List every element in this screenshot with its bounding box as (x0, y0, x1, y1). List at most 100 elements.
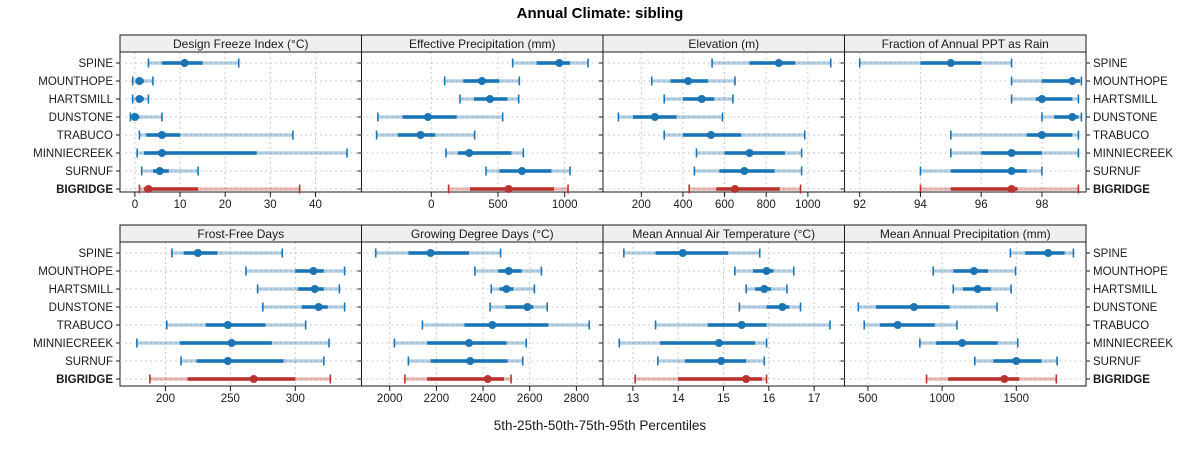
median-dot (130, 113, 139, 121)
series-trabuco (165, 320, 307, 330)
site-label-right: HARTSMILL (1093, 94, 1158, 106)
series-minniecreek (445, 148, 525, 158)
median-dot (697, 95, 706, 103)
x-tick-label: 30 (264, 199, 277, 211)
site-label-left: BIGRIDGE (56, 374, 113, 386)
median-dot (778, 303, 787, 311)
series-trabuco (863, 320, 958, 330)
median-dot (1012, 357, 1021, 365)
x-tick-label: 1000 (552, 199, 578, 211)
x-tick-label: 500 (488, 199, 507, 211)
median-dot (1007, 149, 1016, 157)
axis-caption: 5th-25th-50th-75th-95th Percentiles (493, 418, 707, 433)
series-dunstone (857, 302, 998, 312)
x-tick-label: 15 (717, 393, 730, 405)
x-tick-label: 2400 (470, 393, 496, 405)
strip-title: Elevation (m) (688, 37, 759, 51)
x-tick-label: 92 (853, 199, 866, 211)
x-tick-label: 2000 (377, 393, 403, 405)
series-mounthope (932, 266, 1017, 276)
median-dot (707, 131, 716, 139)
site-label-left: MOUNTHOPE (38, 76, 113, 88)
series-spine (147, 58, 240, 68)
panel-5: Growing Degree Days (°C) 2000 2200 2400 2600… (357, 224, 607, 405)
x-tick-label: 17 (808, 393, 821, 405)
panel-strip (844, 224, 1087, 243)
series-trabuco (138, 130, 294, 140)
series-surnuf (485, 166, 571, 176)
panel-0: Design Freeze Index (°C) 0 10 20 30 40 (116, 34, 366, 211)
x-tick-label: 600 (715, 199, 734, 211)
median-dot (144, 185, 153, 193)
site-label-left: HARTSMILL (49, 94, 114, 106)
series-minniecreek (618, 338, 768, 348)
x-tick-label: 250 (221, 393, 240, 405)
panel-2: Elevation (m) 200 400 600 800 1000 (599, 34, 849, 211)
series-surnuf (180, 356, 325, 366)
median-dot (135, 77, 144, 85)
site-label-right: BIGRIDGE (1093, 374, 1150, 386)
series-mounthope (245, 266, 346, 276)
median-dot (465, 149, 474, 157)
median-dot (717, 357, 726, 365)
x-tick-label: 94 (914, 199, 927, 211)
median-dot (310, 285, 319, 293)
median-dot (678, 249, 687, 257)
strip-title: Fraction of Annual PPT as Rain (882, 37, 1049, 51)
median-dot (714, 339, 723, 347)
site-label-right: DUNSTONE (1093, 112, 1158, 124)
panel-plot-area (361, 241, 604, 387)
series-bigridge (447, 184, 569, 194)
panel-plot-area (844, 51, 1087, 193)
median-dot (416, 131, 425, 139)
series-trabuco (421, 320, 591, 330)
site-label-left: DUNSTONE (49, 302, 114, 314)
series-hartsmill (131, 94, 150, 104)
series-spine (511, 58, 589, 68)
series-surnuf (657, 356, 766, 366)
series-bigridge (634, 374, 768, 384)
x-tick-label: 10 (174, 199, 187, 211)
median-dot (745, 149, 754, 157)
median-dot (157, 149, 166, 157)
panel-6: Mean Annual Air Temperature (°C) 13 14 15 16… (599, 224, 849, 405)
median-dot (893, 321, 902, 329)
median-dot (742, 375, 751, 383)
site-label-right: DUNSTONE (1093, 302, 1158, 314)
site-label-right: HARTSMILL (1093, 284, 1158, 296)
panel-plot-area (844, 241, 1087, 387)
x-tick-label: 1000 (929, 393, 955, 405)
series-hartsmill (1010, 94, 1080, 104)
strip-title: Mean Annual Precipitation (mm) (880, 227, 1051, 241)
site-label-left: TRABUCO (57, 320, 113, 332)
median-dot (502, 285, 511, 293)
series-bigridge (688, 184, 802, 194)
site-label-right: SPINE (1093, 58, 1128, 70)
median-dot (518, 167, 527, 175)
series-minniecreek (695, 148, 803, 158)
median-dot (1007, 185, 1016, 193)
site-label-left: MINNIECREEK (33, 148, 113, 160)
series-dunstone (617, 112, 724, 122)
series-hartsmill (952, 284, 1012, 294)
median-dot (760, 285, 769, 293)
median-dot (684, 77, 693, 85)
series-mounthope (1010, 76, 1083, 86)
series-spine (623, 248, 761, 258)
series-trabuco (663, 130, 806, 140)
series-dunstone (129, 112, 163, 122)
series-spine (171, 248, 284, 258)
series-hartsmill (663, 94, 734, 104)
panel-3: Fraction of Annual PPT as Rain 92 94 96 98 (840, 34, 1090, 211)
median-dot (193, 249, 202, 257)
series-spine (711, 58, 832, 68)
site-label-right: TRABUCO (1093, 320, 1149, 332)
panel-strip (844, 34, 1087, 53)
x-tick-label: 800 (757, 199, 776, 211)
strip-title: Design Freeze Index (°C) (173, 37, 309, 51)
median-dot (157, 131, 166, 139)
median-dot (523, 303, 532, 311)
series-mounthope (734, 266, 795, 276)
